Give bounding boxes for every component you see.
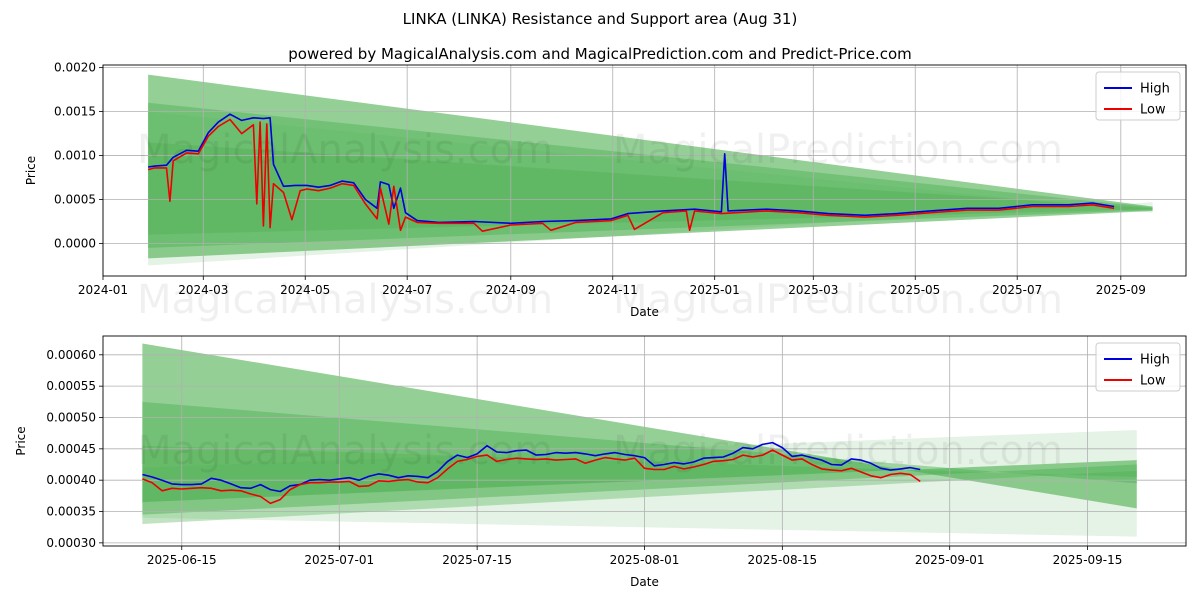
x-axis-label: Date xyxy=(630,305,659,319)
y-tick-label: 0.00035 xyxy=(46,505,96,519)
legend-label-high: High xyxy=(1140,353,1170,368)
plot-frame xyxy=(102,64,1187,277)
y-tick-label: 0.0015 xyxy=(54,105,96,119)
y-tick-label: 0.00050 xyxy=(46,410,96,424)
x-axis-label: Date xyxy=(630,575,659,589)
resistance-support-band-4 xyxy=(142,430,1137,537)
x-tick-label: 2025-03 xyxy=(788,283,838,297)
y-tick-label: 0.00055 xyxy=(46,379,96,393)
x-tick-label: 2025-07-15 xyxy=(442,553,512,567)
watermark-text: MagicalAnalysis.com xyxy=(137,428,553,474)
y-tick-label: 0.0005 xyxy=(54,193,96,207)
chart-title: LINKA (LINKA) Resistance and Support are… xyxy=(402,10,798,28)
watermark-text: MagicalPrediction.com xyxy=(613,428,1063,474)
series-line-low xyxy=(142,449,921,505)
x-tick-label: 2025-08-01 xyxy=(610,553,680,567)
x-tick-label: 2024-11 xyxy=(588,283,638,297)
x-tick-label: 2025-08-15 xyxy=(747,553,817,567)
resistance-support-band-2 xyxy=(148,102,1153,248)
series-group xyxy=(147,113,1115,232)
watermark-text: MagicalAnalysis.com xyxy=(137,277,553,323)
y-tick-label: 0.00030 xyxy=(46,536,96,550)
resistance-support-band-1 xyxy=(142,343,1137,509)
watermark-text: MagicalPrediction.com xyxy=(613,277,1063,323)
series-line-low xyxy=(147,118,1115,232)
x-tick-label: 2024-07 xyxy=(382,283,432,297)
x-tick-label: 2025-01 xyxy=(690,283,740,297)
y-axis-label: Price xyxy=(24,156,38,185)
y-tick-label: 0.00040 xyxy=(46,473,96,487)
band-group xyxy=(142,343,1137,537)
resistance-support-band-3 xyxy=(148,142,1153,235)
watermark-text: MagicalPrediction.com xyxy=(613,127,1063,173)
x-tick-label: 2024-09 xyxy=(486,283,536,297)
resistance-support-band-2 xyxy=(142,401,1137,515)
x-tick-label: 2025-06-15 xyxy=(147,553,217,567)
y-tick-label: 0.0020 xyxy=(54,61,96,75)
y-tick-label: 0.0010 xyxy=(54,149,96,163)
resistance-support-band-3 xyxy=(142,445,1137,525)
legend-label-low: Low xyxy=(1140,103,1166,118)
y-tick-label: 0.0000 xyxy=(54,236,96,250)
legend-label-low: Low xyxy=(1140,374,1166,389)
chart-subtitle: powered by MagicalAnalysis.com and Magic… xyxy=(288,45,912,63)
series-line-high xyxy=(142,441,921,493)
y-tick-label: 0.00060 xyxy=(46,348,96,362)
x-tick-label: 2025-09-15 xyxy=(1053,553,1123,567)
x-tick-label: 2025-07 xyxy=(992,283,1042,297)
chart-panel-1: MagicalAnalysis.com MagicalPrediction.com… xyxy=(24,61,1187,323)
watermark-text: MagicalAnalysis.com xyxy=(137,127,553,173)
legend-label-high: High xyxy=(1140,82,1170,97)
x-tick-label: 2025-07-01 xyxy=(304,553,374,567)
x-tick-label: 2024-05 xyxy=(280,283,330,297)
x-tick-label: 2024-01 xyxy=(78,283,128,297)
chart-panel-2: MagicalAnalysis.com MagicalPrediction.com… xyxy=(14,335,1187,589)
x-tick-label: 2025-09-01 xyxy=(915,553,985,567)
x-tick-label: 2024-03 xyxy=(178,283,228,297)
y-tick-label: 0.00045 xyxy=(46,442,96,456)
x-tick-label: 2025-05 xyxy=(890,283,940,297)
series-line-high xyxy=(147,113,1115,225)
y-axis-label: Price xyxy=(14,426,28,455)
series-group xyxy=(142,441,921,505)
x-tick-label: 2025-09 xyxy=(1096,283,1146,297)
